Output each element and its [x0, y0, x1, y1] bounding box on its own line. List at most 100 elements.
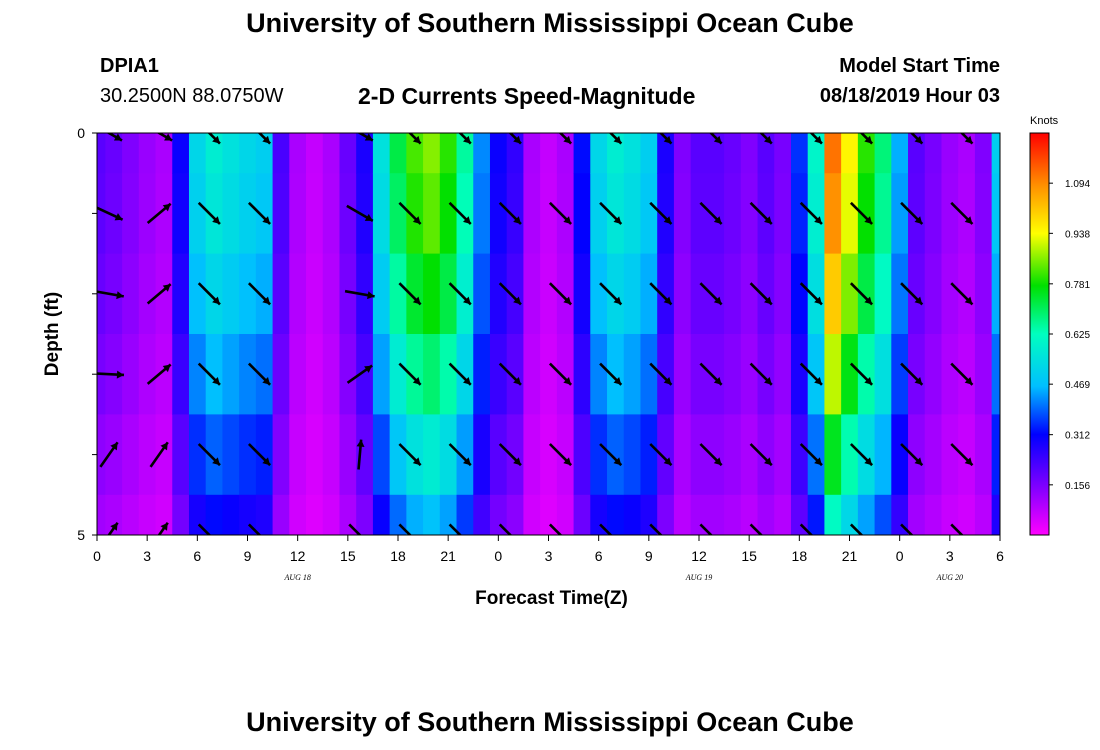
heatmap-cell — [97, 494, 106, 535]
vector-head — [663, 377, 672, 385]
current-vector — [197, 443, 221, 467]
current-vector — [900, 443, 924, 467]
heatmap-cell — [874, 133, 892, 174]
heatmap-cell — [339, 133, 357, 174]
heatmap-cell — [439, 414, 458, 496]
current-vector — [599, 362, 623, 386]
vector-head — [814, 538, 822, 546]
heatmap-cell — [222, 133, 240, 174]
heatmap-cell — [958, 173, 976, 255]
current-vector — [348, 523, 371, 546]
heatmap-cell — [423, 173, 441, 255]
current-vector — [799, 523, 822, 546]
heatmap-cell — [590, 133, 608, 174]
heatmap-cell — [222, 253, 240, 335]
heatmap-cell — [657, 494, 675, 535]
vector-shaft — [498, 523, 513, 535]
vector-head — [713, 457, 722, 466]
current-vector — [599, 443, 623, 467]
heatmap-cell — [339, 253, 357, 335]
heatmap-cells — [97, 133, 1000, 535]
vector-shaft — [448, 523, 463, 535]
heatmap-cell — [924, 173, 943, 255]
current-vector — [849, 282, 874, 306]
current-vector — [548, 523, 563, 535]
heatmap-cell — [473, 253, 491, 335]
heatmap-cell — [958, 334, 976, 415]
heatmap-cell — [807, 334, 826, 415]
current-vector — [599, 282, 623, 306]
heatmap-cell — [540, 334, 558, 415]
heatmap-cell — [255, 173, 274, 255]
heatmap-cell — [824, 494, 842, 535]
heatmap-cell — [724, 494, 742, 535]
vector-shaft — [348, 523, 362, 535]
heatmap-cell — [356, 334, 374, 415]
vector-head — [814, 377, 822, 385]
heatmap-cell — [473, 414, 491, 496]
heatmap-cell — [473, 173, 491, 255]
vector-head — [462, 296, 471, 305]
heatmap-cell — [489, 494, 508, 535]
vector-head — [363, 538, 371, 546]
current-vector — [900, 282, 924, 306]
heatmap-cell — [824, 414, 842, 496]
heatmap-cell — [841, 173, 859, 255]
heatmap-cell — [155, 494, 173, 535]
heatmap-cell — [255, 414, 274, 496]
colorbar-tick-label: 0.469 — [1065, 380, 1090, 391]
heatmap-cell — [489, 173, 508, 255]
vector-head — [412, 377, 421, 385]
vector-head — [262, 296, 271, 305]
vector-head — [814, 135, 822, 144]
current-vector — [448, 443, 472, 467]
vector-head — [212, 538, 220, 546]
vector-head — [914, 377, 923, 385]
vector-head — [513, 457, 521, 466]
day-label: AUG 18 — [283, 573, 310, 582]
current-vector — [247, 282, 272, 306]
heatmap-cell — [289, 173, 307, 255]
heatmap-cell — [891, 494, 909, 535]
heatmap-cell — [991, 414, 1000, 496]
vector-head — [463, 538, 471, 546]
vector-head — [613, 538, 621, 546]
vector-shaft — [548, 523, 563, 535]
heatmap-cell — [941, 334, 959, 415]
heatmap-cell — [891, 173, 909, 255]
heatmap-cell — [673, 173, 692, 255]
vector-shaft — [247, 523, 262, 535]
heatmap-cell — [540, 253, 558, 335]
heatmap-cell — [824, 173, 842, 255]
x-axis: 0 3 6 9 12 15 18 21 0 3 6 9 12 15 18 21 0 3 6 AUG 18 AUG 19 A… — [93, 535, 1004, 582]
heatmap-cell — [289, 253, 307, 335]
vector-head — [964, 216, 973, 225]
heatmap-cell — [607, 414, 625, 496]
heatmap-cell — [172, 334, 190, 415]
heatmap-cell — [891, 414, 909, 496]
heatmap-cell — [205, 494, 224, 535]
heatmap-cell — [690, 173, 708, 255]
heatmap-cell — [623, 494, 642, 535]
heatmap-cell — [439, 173, 458, 255]
heatmap-cell — [356, 133, 374, 174]
heatmap-cell — [623, 334, 642, 415]
heatmap-cell — [272, 414, 290, 496]
heatmap-cell — [657, 173, 675, 255]
vector-head — [964, 377, 973, 385]
vector-head — [356, 439, 365, 447]
heatmap-cell — [941, 173, 959, 255]
heatmap-cell — [356, 173, 374, 255]
current-vector — [156, 133, 173, 142]
heatmap-cell — [222, 494, 240, 535]
current-vector — [398, 443, 422, 467]
vector-head — [367, 291, 375, 300]
heatmap-cell — [774, 414, 792, 496]
heatmap-cell — [673, 253, 692, 335]
current-vector — [97, 206, 124, 221]
current-vector — [107, 521, 119, 535]
current-vector — [859, 133, 874, 145]
heatmap-cell — [456, 253, 474, 335]
heatmap-cell — [322, 133, 341, 174]
current-vector — [749, 282, 773, 306]
